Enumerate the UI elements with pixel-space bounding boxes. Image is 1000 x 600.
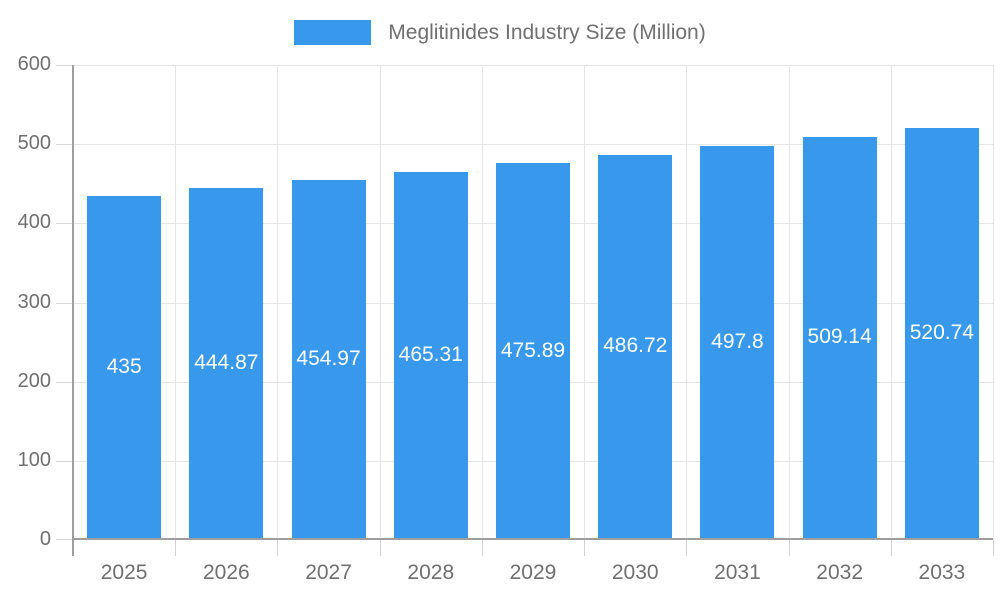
gridline-v-2 (277, 65, 279, 540)
x-axis-label-2028: 2028 (407, 561, 455, 584)
x-axis-line (73, 538, 993, 540)
y-axis-label-600: 600 (17, 53, 51, 75)
x-tick-2 (277, 540, 279, 556)
bar-2030[interactable] (598, 154, 673, 540)
bar-2025[interactable] (87, 195, 162, 540)
gridline-h-500 (73, 144, 993, 146)
x-axis-label-2029: 2029 (509, 561, 557, 584)
x-axis-label-2032: 2032 (816, 561, 864, 584)
gridline-v-9 (993, 65, 994, 540)
x-axis-label-2025: 2025 (100, 561, 148, 584)
bar-2026[interactable] (189, 187, 264, 540)
gridline-v-4 (481, 65, 483, 540)
bar-2027[interactable] (291, 179, 366, 540)
x-tick-6 (686, 540, 688, 556)
y-tick-200 (56, 381, 73, 383)
x-tick-7 (788, 540, 790, 556)
gridline-v-5 (584, 65, 586, 540)
plot-area: 0 100 200 300 400 500 600 435 2025 444.87 2026 454.… (18, 53, 994, 584)
chart-legend: Meglitinides Industry Size (Million) (0, 19, 1000, 45)
legend-label: Meglitinides Industry Size (Million) (388, 20, 706, 44)
y-axis-label-500: 500 (17, 132, 51, 155)
gridline-h-600 (73, 65, 993, 66)
y-axis-label-0: 0 (39, 528, 51, 550)
y-axis-line (72, 65, 74, 556)
x-tick-3 (379, 540, 381, 556)
y-axis-label-200: 200 (17, 369, 51, 392)
x-tick-4 (481, 540, 483, 556)
x-axis-label-2026: 2026 (202, 561, 250, 584)
x-axis-label-2033: 2033 (918, 561, 966, 584)
x-axis-label-2027: 2027 (305, 561, 352, 584)
gridline-v-3 (379, 65, 381, 540)
x-tick-5 (584, 540, 586, 556)
y-tick-300 (56, 302, 73, 304)
y-axis-label-100: 100 (17, 448, 51, 471)
gridline-v-7 (788, 65, 790, 540)
x-axis-label-2031: 2031 (714, 561, 761, 584)
x-tick-9 (993, 540, 994, 556)
y-tick-0 (56, 539, 73, 540)
bar-2032[interactable] (802, 136, 877, 540)
y-tick-100 (56, 460, 73, 462)
y-tick-400 (56, 223, 73, 225)
legend-swatch-icon (294, 19, 372, 45)
gridline-v-8 (890, 65, 892, 540)
y-tick-600 (56, 65, 73, 66)
x-tick-1 (175, 540, 177, 556)
y-tick-500 (56, 144, 73, 146)
gridline-v-6 (686, 65, 688, 540)
gridline-v-1 (175, 65, 177, 540)
bar-2029[interactable] (496, 163, 570, 540)
bar-2028[interactable] (393, 171, 468, 540)
bar-2033[interactable] (904, 127, 979, 540)
x-tick-8 (890, 540, 892, 556)
y-axis-label-400: 400 (17, 211, 51, 234)
bar-2031[interactable] (700, 145, 775, 540)
x-axis-label-2030: 2030 (611, 561, 659, 584)
y-axis-label-300: 300 (17, 290, 51, 313)
